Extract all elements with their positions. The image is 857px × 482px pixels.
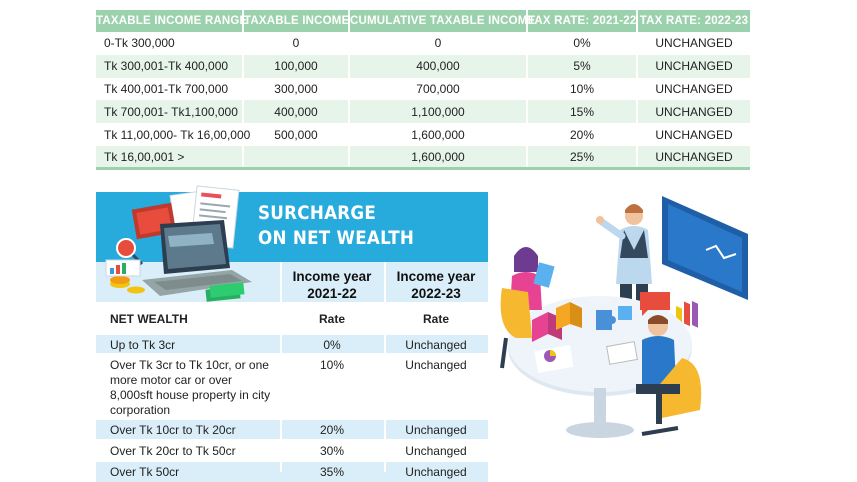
table-cell: 35%: [280, 461, 384, 482]
table-row: Up to Tk 3cr 0% Unchanged: [96, 334, 488, 355]
table-cell: Tk 400,001-Tk 700,000: [96, 77, 244, 101]
table-cell: 0-Tk 300,000: [96, 32, 244, 55]
table-row: 0-Tk 300,000 0 0 0% UNCHANGED: [96, 32, 750, 55]
table-row: Over Tk 50cr 35% Unchanged: [96, 461, 488, 482]
table-cell: 0%: [527, 32, 638, 55]
surcharge-title-line2: ON NET WEALTH: [258, 227, 415, 249]
table-cell: Tk 11,00,000- Tk 16,00,000: [96, 123, 250, 146]
table-row: Over Tk 10cr to Tk 20cr 20% Unchanged: [96, 419, 488, 441]
table-cell: 500,000: [243, 123, 350, 146]
header-cumulative-taxable-income: CUMULATIVE TAXABLE INCOME: [349, 10, 535, 32]
table-cell: 1,600,000: [349, 123, 528, 146]
table-cell: 0: [349, 32, 528, 55]
rate-heading-2022-23: Rate: [384, 304, 488, 335]
income-year-2022-23-heading: Income year 2022-23: [386, 268, 486, 302]
header-tax-rate-2022-23: TAX RATE: 2022-23: [637, 10, 750, 32]
table-cell: 5%: [527, 54, 638, 78]
table-cell: 0%: [280, 334, 384, 355]
table-cell: Tk 300,001-Tk 400,000: [96, 54, 244, 78]
laptop-with-documents-icon: [105, 185, 252, 302]
surcharge-header-row: NET WEALTH Rate Rate: [96, 304, 488, 335]
table-cell: 15%: [527, 100, 638, 124]
table-row: Tk 400,001-Tk 700,000 300,000 700,000 10…: [96, 77, 750, 101]
table-cell: Unchanged: [384, 354, 488, 420]
table-cell: 300,000: [243, 77, 350, 101]
table-cell: [243, 145, 350, 171]
column-divider: [280, 262, 282, 472]
table-cell: 25%: [527, 145, 638, 171]
table-cell: UNCHANGED: [637, 145, 750, 171]
table-cell: 30%: [280, 440, 384, 462]
surcharge-section: SURCHARGE ON NET WEALTH Income year 2021…: [96, 185, 488, 482]
table-cell: 1,600,000: [349, 145, 528, 171]
column-divider: [384, 262, 386, 472]
surcharge-title-line1: SURCHARGE: [258, 202, 377, 224]
table-cell: UNCHANGED: [637, 77, 750, 101]
table-cell: 20%: [280, 419, 384, 441]
table-cell: Up to Tk 3cr: [96, 334, 280, 355]
table-cell: Tk 16,00,001 >: [96, 145, 244, 171]
table-cell: UNCHANGED: [637, 100, 750, 124]
header-tax-rate-2021-22: TAX RATE: 2021-22: [527, 10, 638, 32]
table-cell: 20%: [527, 123, 638, 146]
col2-head-line1: Income year: [292, 269, 372, 284]
table-cell: Unchanged: [384, 334, 488, 355]
table-cell: Over Tk 20cr to Tk 50cr: [96, 440, 280, 462]
table-cell: 400,000: [243, 100, 350, 124]
table-cell: 1,100,000: [349, 100, 528, 124]
table-row: Over Tk 3cr to Tk 10cr, or one more moto…: [96, 354, 488, 420]
rate-heading-2021-22: Rate: [280, 304, 384, 335]
net-wealth-heading: NET WEALTH: [96, 304, 280, 335]
table-cell: 400,000: [349, 54, 528, 78]
table-row: Tk 300,001-Tk 400,000 100,000 400,000 5%…: [96, 54, 750, 78]
table-cell: 100,000: [243, 54, 350, 78]
surcharge-table: NET WEALTH Rate Rate Up to Tk 3cr 0% Unc…: [96, 304, 488, 482]
table-cell: Over Tk 50cr: [96, 461, 280, 482]
tax-table-header-row: TAXABLE INCOME RANGE TAXABLE INCOME CUMU…: [96, 10, 750, 32]
header-taxable-income-range: TAXABLE INCOME RANGE: [96, 10, 247, 32]
income-year-2021-22-heading: Income year 2021-22: [282, 268, 382, 302]
table-row: Tk 16,00,001 > 1,600,000 25% UNCHANGED: [96, 145, 750, 171]
table-cell: Unchanged: [384, 461, 488, 482]
business-meeting-illustration: [500, 196, 748, 438]
tax-rate-table: TAXABLE INCOME RANGE TAXABLE INCOME CUMU…: [96, 10, 750, 171]
col2-head-line2: 2021-22: [307, 286, 357, 301]
table-cell: 10%: [280, 354, 384, 420]
table-cell: Over Tk 3cr to Tk 10cr, or one more moto…: [96, 354, 280, 420]
table-cell: UNCHANGED: [637, 123, 750, 146]
col3-head-line2: 2022-23: [411, 286, 461, 301]
table-row: Tk 700,001- Tk1,100,000 400,000 1,100,00…: [96, 100, 750, 124]
table-cell: Over Tk 10cr to Tk 20cr: [96, 419, 280, 441]
table-cell: UNCHANGED: [637, 32, 750, 55]
table-cell: Tk 700,001- Tk1,100,000: [96, 100, 244, 124]
table-row: Over Tk 20cr to Tk 50cr 30% Unchanged: [96, 440, 488, 462]
table-cell: Unchanged: [384, 440, 488, 462]
table-cell: Unchanged: [384, 419, 488, 441]
table-cell: 0: [243, 32, 350, 55]
col3-head-line1: Income year: [396, 269, 476, 284]
table-cell: UNCHANGED: [637, 54, 750, 78]
table-cell: 10%: [527, 77, 638, 101]
header-taxable-income: TAXABLE INCOME: [243, 10, 350, 32]
table-cell: 700,000: [349, 77, 528, 101]
table-row: Tk 11,00,000- Tk 16,00,000 500,000 1,600…: [96, 123, 750, 146]
